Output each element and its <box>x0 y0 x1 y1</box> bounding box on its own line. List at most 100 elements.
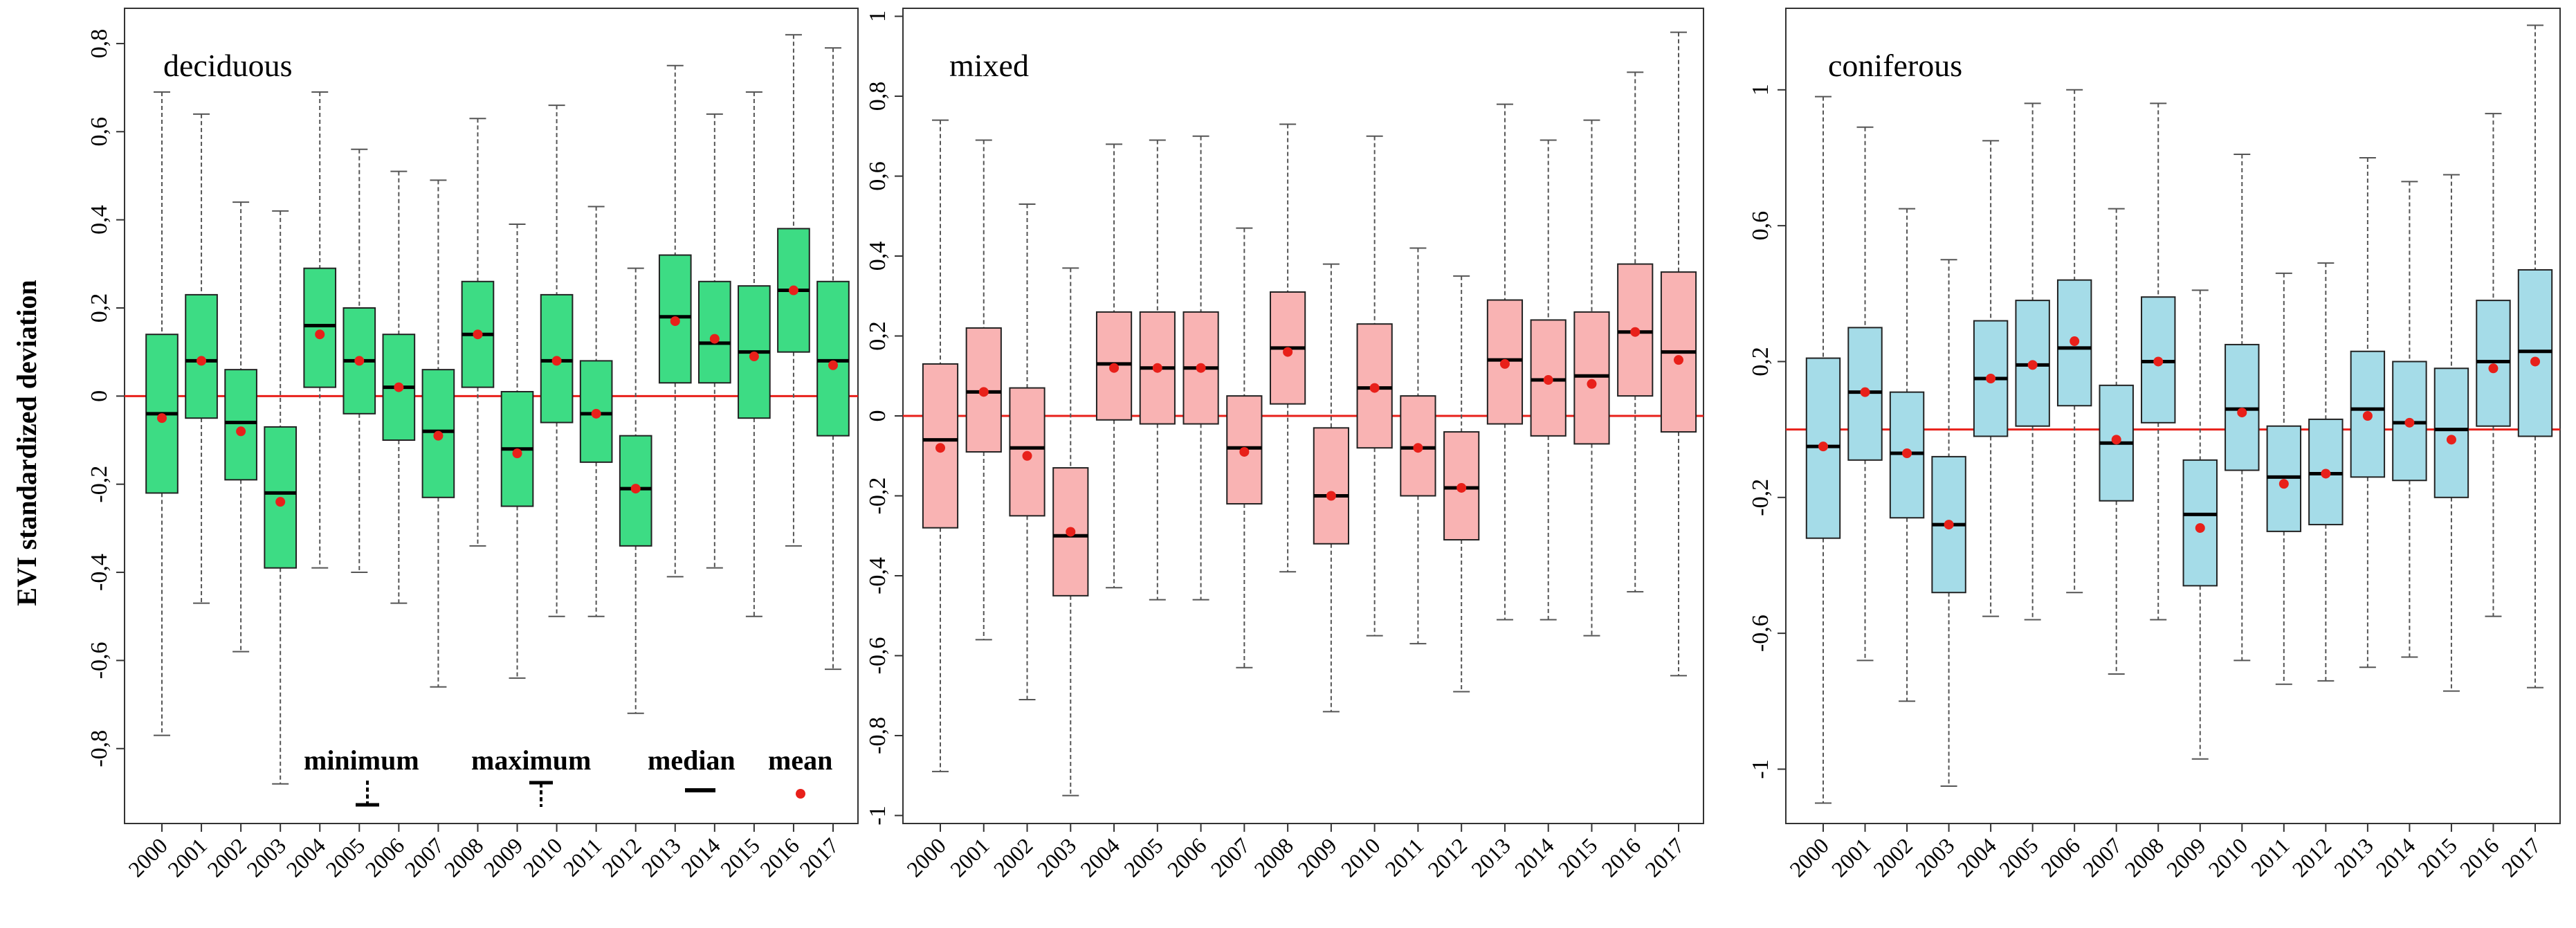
x-tick-label: 2004 <box>281 833 330 882</box>
y-tick-label: 1 <box>1748 84 1773 95</box>
x-tick-label: 2010 <box>1336 833 1385 882</box>
mean-point <box>1674 355 1683 365</box>
box-2005 <box>1139 139 1176 601</box>
iqr-box <box>224 369 257 481</box>
x-tick-label: 2017 <box>794 833 843 882</box>
iqr-box <box>1400 395 1436 497</box>
x-tick-label: 2015 <box>2413 833 2462 882</box>
mean-point <box>1902 448 1912 458</box>
y-tick-label: -0,2 <box>1748 479 1773 516</box>
iqr-box <box>1486 299 1524 425</box>
x-tick-label: 2012 <box>597 833 646 882</box>
mean-point <box>2404 417 2415 428</box>
mean-point <box>1543 375 1553 385</box>
mean-point <box>2530 356 2540 367</box>
x-tick-label: 2011 <box>1380 833 1428 881</box>
x-tick-label: 2008 <box>1249 833 1298 882</box>
box-2000 <box>922 119 959 772</box>
legend-median-label: median <box>648 745 736 776</box>
x-tick-label: 2003 <box>1910 833 1960 882</box>
x-tick-label: 2015 <box>715 833 765 882</box>
box-2017 <box>816 47 850 671</box>
box-2017 <box>1660 31 1697 677</box>
box-2007 <box>421 179 455 688</box>
mean-point <box>2321 468 2331 479</box>
x-tick-label: 2015 <box>1553 833 1602 882</box>
iqr-box <box>303 267 337 388</box>
box-2010 <box>1356 135 1393 637</box>
mean-point <box>512 448 522 459</box>
y-tick-label: 0,8 <box>86 29 112 58</box>
x-tick-label: 2017 <box>1640 833 1689 882</box>
box-2008 <box>1270 123 1306 573</box>
box-2007 <box>1226 227 1263 668</box>
panel-mixed: -1 -0,8 -0,6 -0,4 -0,2 0 0,2 0,4 0,6 0,8 1 20002001… <box>865 8 1704 882</box>
x-tick-label: 2001 <box>163 833 212 882</box>
y-tick-label: -0,4 <box>865 557 890 594</box>
x-tick-label: 2001 <box>1827 833 1876 882</box>
iqr-box <box>2433 367 2469 498</box>
y-axis-label: EVI standardized deviation <box>11 280 42 606</box>
box-2008 <box>461 118 495 547</box>
mean-point <box>591 408 601 419</box>
box-2006 <box>2056 89 2092 594</box>
mean-point <box>749 352 759 362</box>
box-2004 <box>303 91 337 569</box>
x-tick-label: 2014 <box>2371 833 2420 882</box>
y-tick-label: 0,8 <box>865 82 890 111</box>
y-tick-label: 0,6 <box>1748 211 1773 241</box>
x-tick-label: 2016 <box>1596 833 1645 882</box>
box-2002 <box>1889 208 1925 702</box>
mean-point <box>1066 527 1076 537</box>
box-2009 <box>1313 263 1349 713</box>
panel-title: coniferous <box>1828 48 1962 83</box>
mean-point <box>236 426 246 437</box>
x-tick-label: 2003 <box>241 833 291 882</box>
mean-point <box>1587 379 1597 389</box>
y-tick-label: 0 <box>86 390 112 402</box>
box-2013 <box>658 64 692 578</box>
box-2017 <box>2517 24 2553 689</box>
mean-point <box>551 356 562 366</box>
legend-minimum-label: minimum <box>304 745 419 776</box>
x-tick-label: 2005 <box>1119 833 1168 882</box>
plot-frame <box>124 8 859 824</box>
legend-minimum-symbol <box>356 781 379 807</box>
y-tick-label: 0,2 <box>86 293 112 323</box>
x-tick-label: 2017 <box>2496 833 2546 882</box>
y-tick-label: 0,2 <box>1748 347 1773 376</box>
mean-point <box>1818 442 1828 452</box>
box-2001 <box>965 139 1002 641</box>
box-2006 <box>1182 135 1219 601</box>
mean-point <box>1196 363 1206 373</box>
box-2000 <box>1805 95 1841 804</box>
box-2002 <box>224 201 257 653</box>
mean-point <box>1283 347 1293 357</box>
y-tick-label: 0 <box>865 410 890 422</box>
box-2011 <box>2266 272 2302 685</box>
mean-point <box>2362 411 2373 421</box>
y-tick-label: -0,6 <box>865 637 890 675</box>
mean-point <box>433 430 444 441</box>
y-tick-label: -1 <box>865 806 890 825</box>
box-2005 <box>342 148 376 574</box>
mean-point <box>828 360 838 370</box>
box-2013 <box>1486 103 1524 621</box>
panel-coniferous: -1-0,6-0,20,20,6120002001200220032004200… <box>1748 8 2561 882</box>
mean-point <box>2111 435 2121 445</box>
x-tick-label: 2002 <box>202 833 251 882</box>
box-2015 <box>2433 174 2469 692</box>
mean-point <box>394 382 404 392</box>
box-2015 <box>738 91 771 617</box>
box-2016 <box>777 34 810 547</box>
x-tick-label: 2014 <box>676 833 725 882</box>
y-tick-label: -0,6 <box>1748 615 1773 652</box>
y-tick-label: -0,2 <box>865 477 890 515</box>
x-tick-label: 2004 <box>1952 833 2001 882</box>
y-tick-label: 0,6 <box>865 161 890 191</box>
mean-point <box>354 356 365 366</box>
x-tick-label: 2001 <box>945 833 994 882</box>
x-tick-label: 2009 <box>1292 833 1342 882</box>
box-2010 <box>2225 154 2260 662</box>
